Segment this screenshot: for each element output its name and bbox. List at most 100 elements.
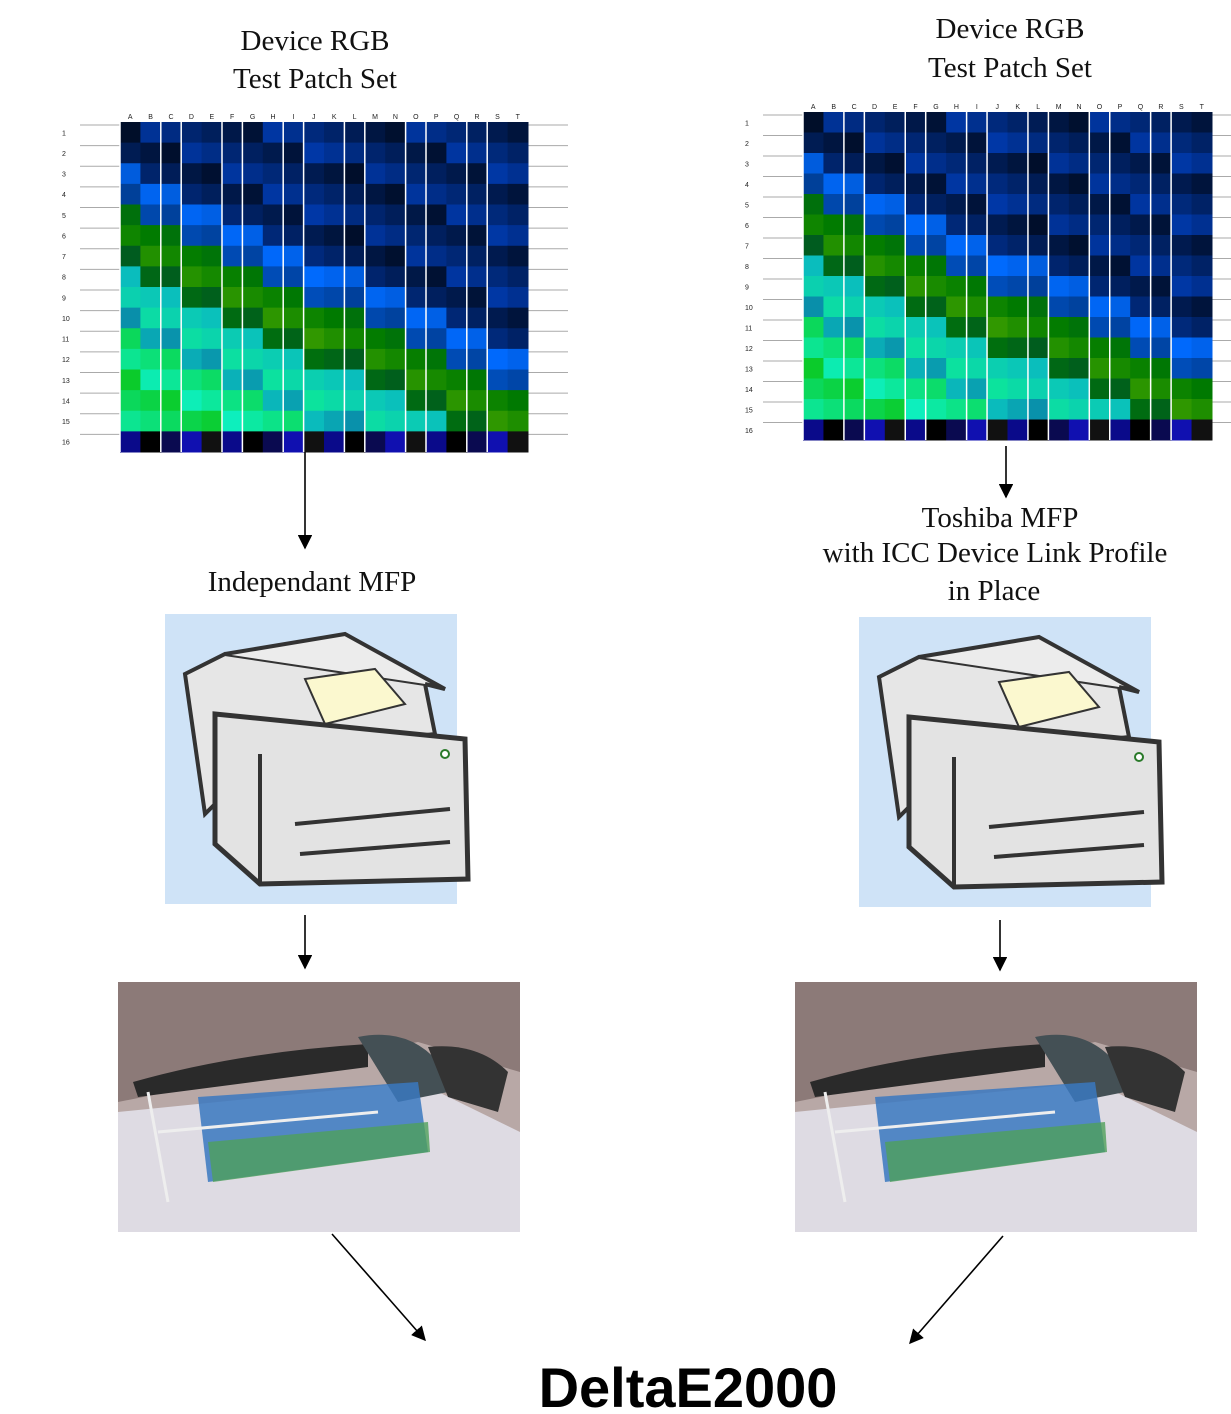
patch: [303, 348, 325, 370]
patch: [1068, 214, 1090, 236]
patch: [1089, 296, 1111, 318]
patch: [120, 369, 141, 391]
patch: [884, 173, 906, 195]
patch: [160, 163, 182, 185]
patch: [303, 225, 325, 247]
patch: [905, 173, 927, 195]
patch: [1150, 214, 1172, 236]
patch: [507, 328, 529, 350]
patch: [507, 204, 529, 226]
patch: [884, 419, 906, 441]
patch: [140, 431, 162, 453]
patch: [966, 419, 988, 441]
patch: [803, 296, 824, 318]
patch: [487, 431, 509, 453]
patch: [344, 266, 366, 288]
patch: [405, 163, 427, 185]
column-label: N: [393, 114, 398, 121]
patch: [426, 348, 447, 370]
patch: [1191, 214, 1213, 236]
patch: [201, 204, 223, 226]
patch: [324, 307, 345, 329]
patch: [925, 419, 947, 441]
patch: [303, 163, 325, 185]
patch: [385, 122, 407, 144]
patch: [1191, 255, 1213, 277]
patch: [466, 163, 488, 185]
patch: [1027, 419, 1049, 441]
row-label: 6: [745, 223, 749, 230]
patch: [201, 122, 223, 144]
patch: [823, 235, 845, 256]
patch: [222, 307, 243, 329]
patch: [283, 369, 305, 391]
patch: [925, 255, 947, 277]
patch: [925, 276, 947, 297]
patch: [884, 276, 906, 297]
patch: [364, 245, 386, 267]
patch: [344, 225, 366, 247]
patch: [905, 112, 927, 133]
patch: [385, 287, 407, 309]
patch: [324, 204, 345, 226]
patch: [242, 287, 264, 309]
patch: [1191, 358, 1213, 379]
patch: [803, 255, 824, 277]
patch: [803, 153, 824, 174]
patch: [905, 255, 927, 277]
patch: [864, 173, 886, 195]
patch: [1027, 399, 1049, 420]
patch: [1130, 276, 1152, 297]
patch: [466, 307, 488, 329]
printer-icon: [859, 617, 1162, 907]
patch: [303, 245, 325, 267]
patch: [120, 266, 141, 288]
patch: [222, 245, 243, 267]
patch: [405, 348, 427, 370]
patch: [864, 378, 886, 400]
patch: [1150, 235, 1172, 256]
column-label: Q: [1138, 104, 1144, 111]
patch: [405, 307, 427, 329]
patch: [466, 142, 488, 164]
patch: [324, 163, 345, 185]
patch: [905, 276, 927, 297]
patch: [120, 122, 141, 144]
patch: [466, 390, 488, 412]
patch: [120, 410, 141, 432]
patch: [262, 328, 284, 350]
patch: [140, 163, 162, 185]
patch: [405, 390, 427, 412]
patch: [946, 419, 968, 441]
row-label: 1: [62, 130, 66, 137]
patch: [405, 245, 427, 267]
patch: [405, 266, 427, 288]
patch: [946, 235, 968, 256]
patch: [884, 132, 906, 154]
patch: [1150, 194, 1172, 215]
patch: [1048, 173, 1070, 195]
patch: [242, 431, 264, 453]
row-label: 13: [62, 378, 70, 385]
patch: [843, 173, 865, 195]
patch: [283, 266, 305, 288]
patch: [1109, 337, 1131, 359]
patch: [262, 122, 284, 144]
patch: [1027, 112, 1049, 133]
patch: [385, 328, 407, 350]
patch: [1130, 255, 1152, 277]
patch: [262, 245, 284, 267]
patch: [987, 194, 1008, 215]
patch: [864, 419, 886, 441]
patch: [1027, 317, 1049, 338]
patch: [283, 122, 305, 144]
patch: [823, 378, 845, 400]
column-label: C: [168, 114, 173, 121]
patch: [1027, 296, 1049, 318]
patch: [140, 245, 162, 267]
patch: [884, 112, 906, 133]
patch: [487, 369, 509, 391]
patch: [262, 204, 284, 226]
patch: [385, 369, 407, 391]
